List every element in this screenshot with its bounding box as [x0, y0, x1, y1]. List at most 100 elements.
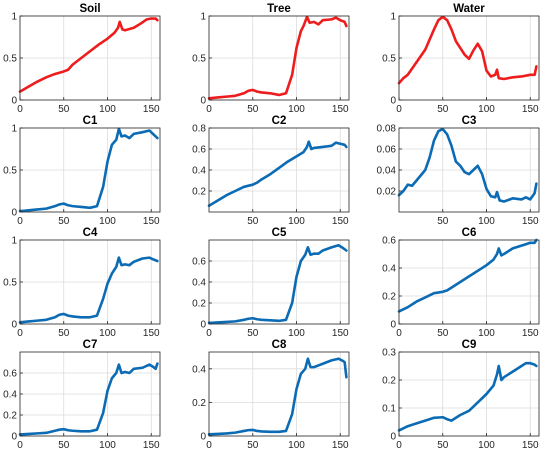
y-tick-label: 1: [11, 12, 17, 23]
panel-c4: 0 50 100 150 0 0.5 1 C4: [3, 227, 161, 339]
x-tick-label: 100: [99, 104, 116, 115]
x-tick-label: 50: [58, 440, 70, 451]
series-line: [397, 238, 538, 313]
x-tick-label: 0: [206, 104, 212, 115]
x-tick-label: 150: [522, 440, 539, 451]
x-tick-label: 100: [99, 328, 116, 339]
y-tick-label: 0.04: [377, 166, 397, 177]
y-tick-label: 0: [200, 96, 206, 107]
series-line: [397, 127, 538, 203]
axes-box: [398, 239, 540, 325]
y-tick-label: 0.2: [382, 292, 396, 303]
series-line: [207, 243, 348, 325]
y-tick-label: 0.4: [192, 166, 206, 177]
plot-area: [209, 352, 349, 436]
x-tick-label: 50: [247, 216, 259, 227]
x-tick-label: 50: [437, 328, 449, 339]
panel-c8: 0 50 100 150 0 0.2 0.4 C8: [192, 339, 350, 451]
x-tick-label: 150: [332, 216, 349, 227]
y-tick-label: 0.2: [382, 376, 396, 387]
panel-soil: 0 50 100 150 0 0.5 1 Soil: [3, 3, 161, 115]
panel-title: C5: [272, 227, 287, 239]
y-tick-label: 0.2: [192, 187, 206, 198]
y-tick-label: 0.6: [192, 145, 206, 156]
x-tick-label: 0: [396, 440, 402, 451]
y-tick-label: 0: [200, 432, 206, 443]
x-tick-label: 0: [396, 328, 402, 339]
y-tick-label: 0: [390, 320, 396, 331]
x-tick-label: 150: [143, 216, 160, 227]
x-tick-label: 150: [332, 104, 349, 115]
y-tick-label: 0: [11, 432, 17, 443]
y-tick-label: 1: [390, 12, 396, 23]
series-line: [18, 256, 159, 324]
y-tick-label: 0.5: [192, 54, 206, 65]
y-tick-label: 0.2: [3, 411, 17, 422]
y-tick-label: 0: [200, 320, 206, 331]
panel-title: C6: [462, 227, 477, 239]
x-tick-label: 0: [17, 104, 23, 115]
x-tick-label: 0: [206, 440, 212, 451]
series-line: [397, 361, 538, 432]
x-tick-label: 50: [247, 440, 259, 451]
y-tick-label: 0: [11, 320, 17, 331]
x-tick-label: 150: [143, 104, 160, 115]
y-tick-label: 0.1: [382, 404, 396, 415]
series-line: [207, 15, 348, 100]
x-tick-label: 100: [478, 216, 495, 227]
x-tick-label: 100: [478, 440, 495, 451]
x-tick-label: 100: [288, 440, 305, 451]
y-tick-label: 0: [390, 96, 396, 107]
y-tick-label: 0: [11, 208, 17, 219]
x-tick-label: 100: [478, 328, 495, 339]
x-tick-label: 150: [332, 440, 349, 451]
y-tick-label: 1: [200, 12, 206, 23]
panel-water: 0 50 100 150 0 0.5 1 Water: [382, 3, 540, 115]
panel-c9: 0 50 100 150 0 0.1 0.2 0.3 C9: [382, 339, 540, 451]
panel-title: C4: [83, 227, 98, 239]
y-tick-label: 0.08: [377, 124, 397, 135]
panel-title: Water: [453, 3, 485, 15]
x-tick-label: 50: [247, 104, 259, 115]
x-tick-label: 0: [17, 216, 23, 227]
x-tick-label: 0: [17, 440, 23, 451]
y-tick-label: 0.6: [192, 257, 206, 268]
y-tick-label: 0.3: [382, 348, 396, 359]
x-tick-label: 50: [437, 104, 449, 115]
series-line: [207, 357, 348, 436]
y-tick-label: 0.2: [192, 299, 206, 310]
x-tick-label: 150: [332, 328, 349, 339]
y-tick-label: 0.6: [382, 236, 396, 247]
y-tick-label: 1: [11, 236, 17, 247]
x-tick-label: 50: [58, 328, 70, 339]
panel-c6: 0 50 100 150 0 0.2 0.4 0.6 C6: [382, 227, 540, 339]
y-tick-label: 0.06: [377, 145, 397, 156]
y-tick-label: 0.5: [382, 54, 396, 65]
panel-c7: 0 50 100 150 0 0.2 0.4 0.6 C7: [3, 339, 161, 451]
x-tick-label: 100: [99, 216, 116, 227]
panel-title: C1: [83, 115, 98, 127]
x-tick-label: 50: [247, 328, 259, 339]
series-line: [18, 362, 159, 436]
x-tick-label: 150: [522, 328, 539, 339]
x-tick-label: 50: [437, 216, 449, 227]
panel-title: C3: [462, 115, 477, 127]
y-tick-label: 0.5: [3, 278, 17, 289]
y-tick-label: 0.8: [192, 124, 206, 135]
x-tick-label: 50: [58, 104, 70, 115]
y-tick-label: 0.4: [382, 264, 396, 275]
y-tick-label: 0.5: [3, 54, 17, 65]
panel-c2: 50 100 150 0.2 0.4 0.6 0.8 C2: [192, 115, 350, 227]
panel-title: C9: [462, 339, 477, 351]
y-tick-label: 0.4: [192, 278, 206, 289]
y-tick-label: 0.4: [3, 390, 17, 401]
series-line: [207, 140, 348, 207]
series-line: [18, 127, 159, 213]
panel-title: Soil: [79, 3, 100, 15]
y-tick-label: 0.4: [192, 364, 206, 375]
x-tick-label: 100: [288, 216, 305, 227]
axes-box: [398, 351, 540, 437]
x-tick-label: 100: [478, 104, 495, 115]
x-tick-label: 150: [522, 104, 539, 115]
